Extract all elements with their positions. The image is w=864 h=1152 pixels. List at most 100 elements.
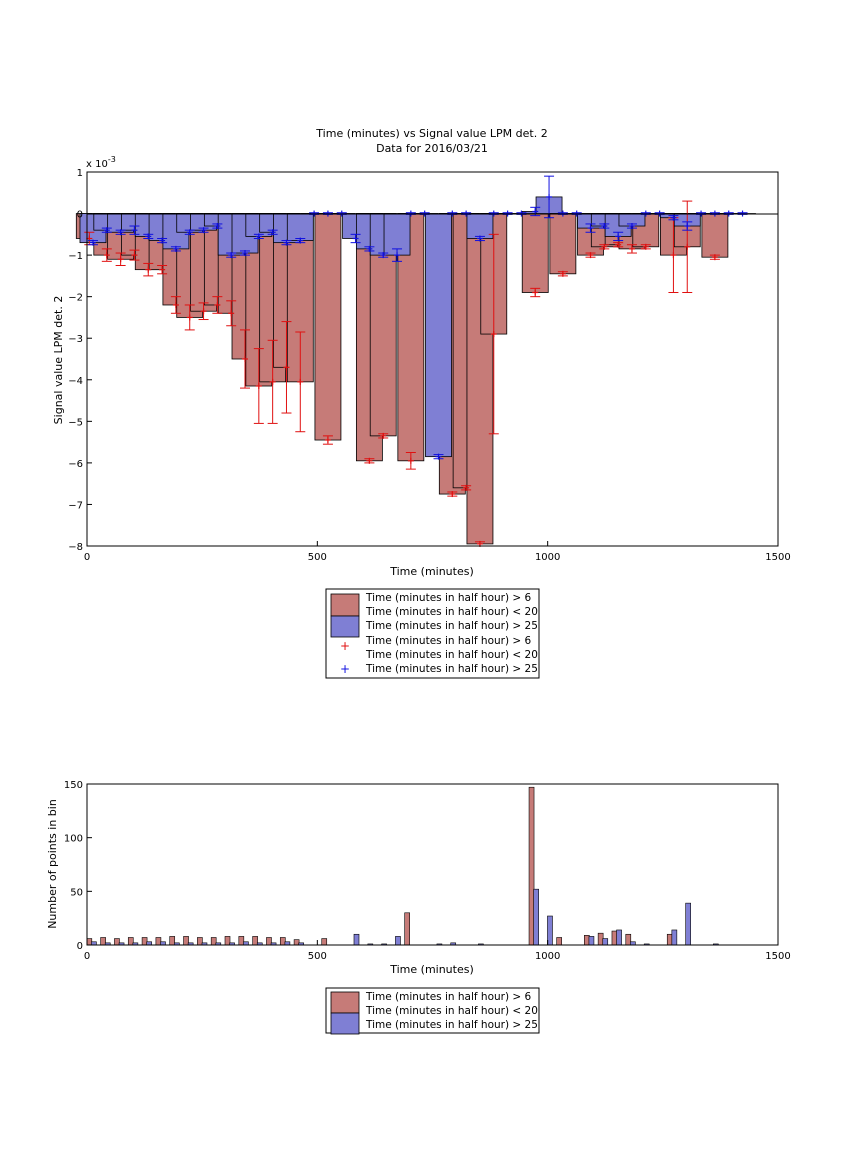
y-tick-label: 100: [64, 834, 83, 845]
y-tick-label: −6: [68, 459, 83, 470]
bar-red: [549, 213, 577, 275]
histogram-bar-red: [611, 930, 618, 946]
errorbar-blue: [129, 225, 140, 235]
y-tick-label: −8: [68, 542, 83, 553]
histogram-bar-red: [100, 937, 106, 946]
errorbar-blue: [599, 223, 610, 230]
x-tick-label: 0: [84, 951, 90, 962]
histogram-bar-red: [155, 937, 162, 946]
y-tick-label: −2: [68, 293, 83, 304]
y-tick-label: −1: [68, 251, 83, 262]
errorbar-red: [405, 452, 416, 470]
histogram-bar-red: [666, 933, 673, 946]
legend-label: Time (minutes in half hour) > 6: [365, 592, 532, 604]
histogram-bars: [86, 786, 719, 946]
errorbar-red: [115, 252, 126, 266]
histogram-bar-red: [625, 933, 632, 946]
errorbar-blue: [212, 223, 223, 230]
legend-label: Time (minutes in half hour) > 25: [365, 663, 538, 675]
errorbar-red: [267, 339, 278, 424]
legend-swatch-blue: [330, 615, 360, 638]
histogram-bar-red: [597, 932, 604, 946]
errorbar-red: [447, 491, 458, 498]
errorbar-blue: [433, 453, 444, 460]
errorbar-red: [101, 248, 112, 262]
histogram-bar-red: [86, 938, 93, 946]
y-axis-label: Signal value LPM det. 2: [52, 296, 65, 425]
histogram-bar-red: [141, 937, 148, 946]
errorbar-red: [143, 262, 154, 277]
bar-blue: [383, 213, 411, 256]
histogram-bar-red: [584, 935, 590, 946]
bar-red: [314, 213, 342, 441]
errorbar-blue: [157, 237, 168, 244]
legend-box: [325, 588, 540, 679]
legend-swatch-blue: [330, 1012, 360, 1035]
x-tick-label: 1500: [765, 552, 790, 563]
y-exponent-base: x 10: [86, 159, 108, 170]
errorbar-blue: [682, 221, 693, 231]
errorbar-blue: [253, 233, 264, 240]
chart-title: Time (minutes) vs Signal value LPM det. …: [315, 127, 547, 140]
histogram-bar-blue: [588, 936, 595, 946]
errorbar-red: [585, 252, 596, 259]
plot-frame: [86, 783, 779, 946]
histogram-bar-red: [238, 936, 245, 946]
histogram-bar-blue: [616, 929, 622, 946]
errorbar-blue: [281, 239, 292, 246]
errorbar-blue: [87, 239, 98, 246]
errorbar-blue: [198, 227, 209, 234]
signal-axes: 0 500 1000 1500 1 0 −1 −2 −3 −4 −5 −6 −7 −8: [68, 168, 790, 563]
y-tick-label: −4: [68, 376, 83, 387]
legend-box: [325, 987, 540, 1034]
histogram-bar-red: [114, 938, 120, 946]
y-tick-label: −3: [68, 334, 83, 345]
x-tick-label: 1000: [535, 552, 560, 563]
legend-label: Time (minutes in half hour) < 20: [365, 649, 538, 661]
histogram-chart: 0 500 1000 1500 0 50 100 150 Time (minutes) Num…: [46, 780, 791, 1035]
bar-blue: [286, 213, 314, 241]
histogram-bar-red: [169, 936, 176, 946]
errorbar-blue: [240, 250, 251, 257]
y-tick-label: 150: [64, 780, 83, 791]
histogram-bar-blue: [533, 888, 539, 946]
errorbar-blue: [226, 252, 237, 259]
histogram-bar-red: [197, 937, 203, 946]
legend-marker-red: +: [340, 639, 350, 653]
histogram-bar-blue: [547, 915, 553, 946]
x-tick-label: 1000: [535, 951, 560, 962]
bar-blue: [425, 213, 452, 458]
errorbar-red: [378, 432, 389, 439]
histogram-bar-blue: [602, 938, 609, 946]
errorbar-red: [240, 329, 251, 389]
histogram-bar-blue: [353, 933, 360, 946]
y-exponent-power: -3: [108, 155, 116, 164]
errorbar-red: [530, 287, 541, 298]
legend: + + Time (minutes in half hour) > 6 Time…: [325, 588, 540, 679]
errorbar-red: [198, 302, 209, 321]
errorbar-blue: [613, 231, 624, 242]
legend-label: Time (minutes in half hour) < 20: [365, 606, 538, 618]
errorbar-red: [461, 484, 472, 491]
errorbar-blue: [392, 248, 403, 262]
x-axis-label: Time (minutes): [389, 963, 474, 976]
errorbar-blue: [295, 237, 306, 244]
histogram-bar-blue: [395, 936, 401, 946]
errorbar-blue: [184, 229, 195, 236]
signal-errorbars: [84, 175, 748, 547]
histogram-bar-red: [183, 936, 189, 946]
errorbar-red: [129, 249, 140, 261]
errorbar-red: [170, 296, 181, 314]
legend-swatch-red: [330, 593, 360, 617]
histogram-bar-red: [224, 936, 231, 946]
errorbar-blue: [267, 229, 278, 236]
errorbar-red: [226, 300, 237, 327]
x-tick-label: 500: [308, 552, 327, 563]
histogram-bar-red: [252, 936, 258, 946]
errorbar-blue: [170, 245, 181, 252]
y-tick-label: −5: [68, 417, 83, 428]
histogram-bar-red: [127, 937, 134, 946]
errorbar-red: [281, 321, 292, 414]
errorbar-blue: [378, 252, 389, 259]
errorbar-red: [295, 331, 306, 433]
